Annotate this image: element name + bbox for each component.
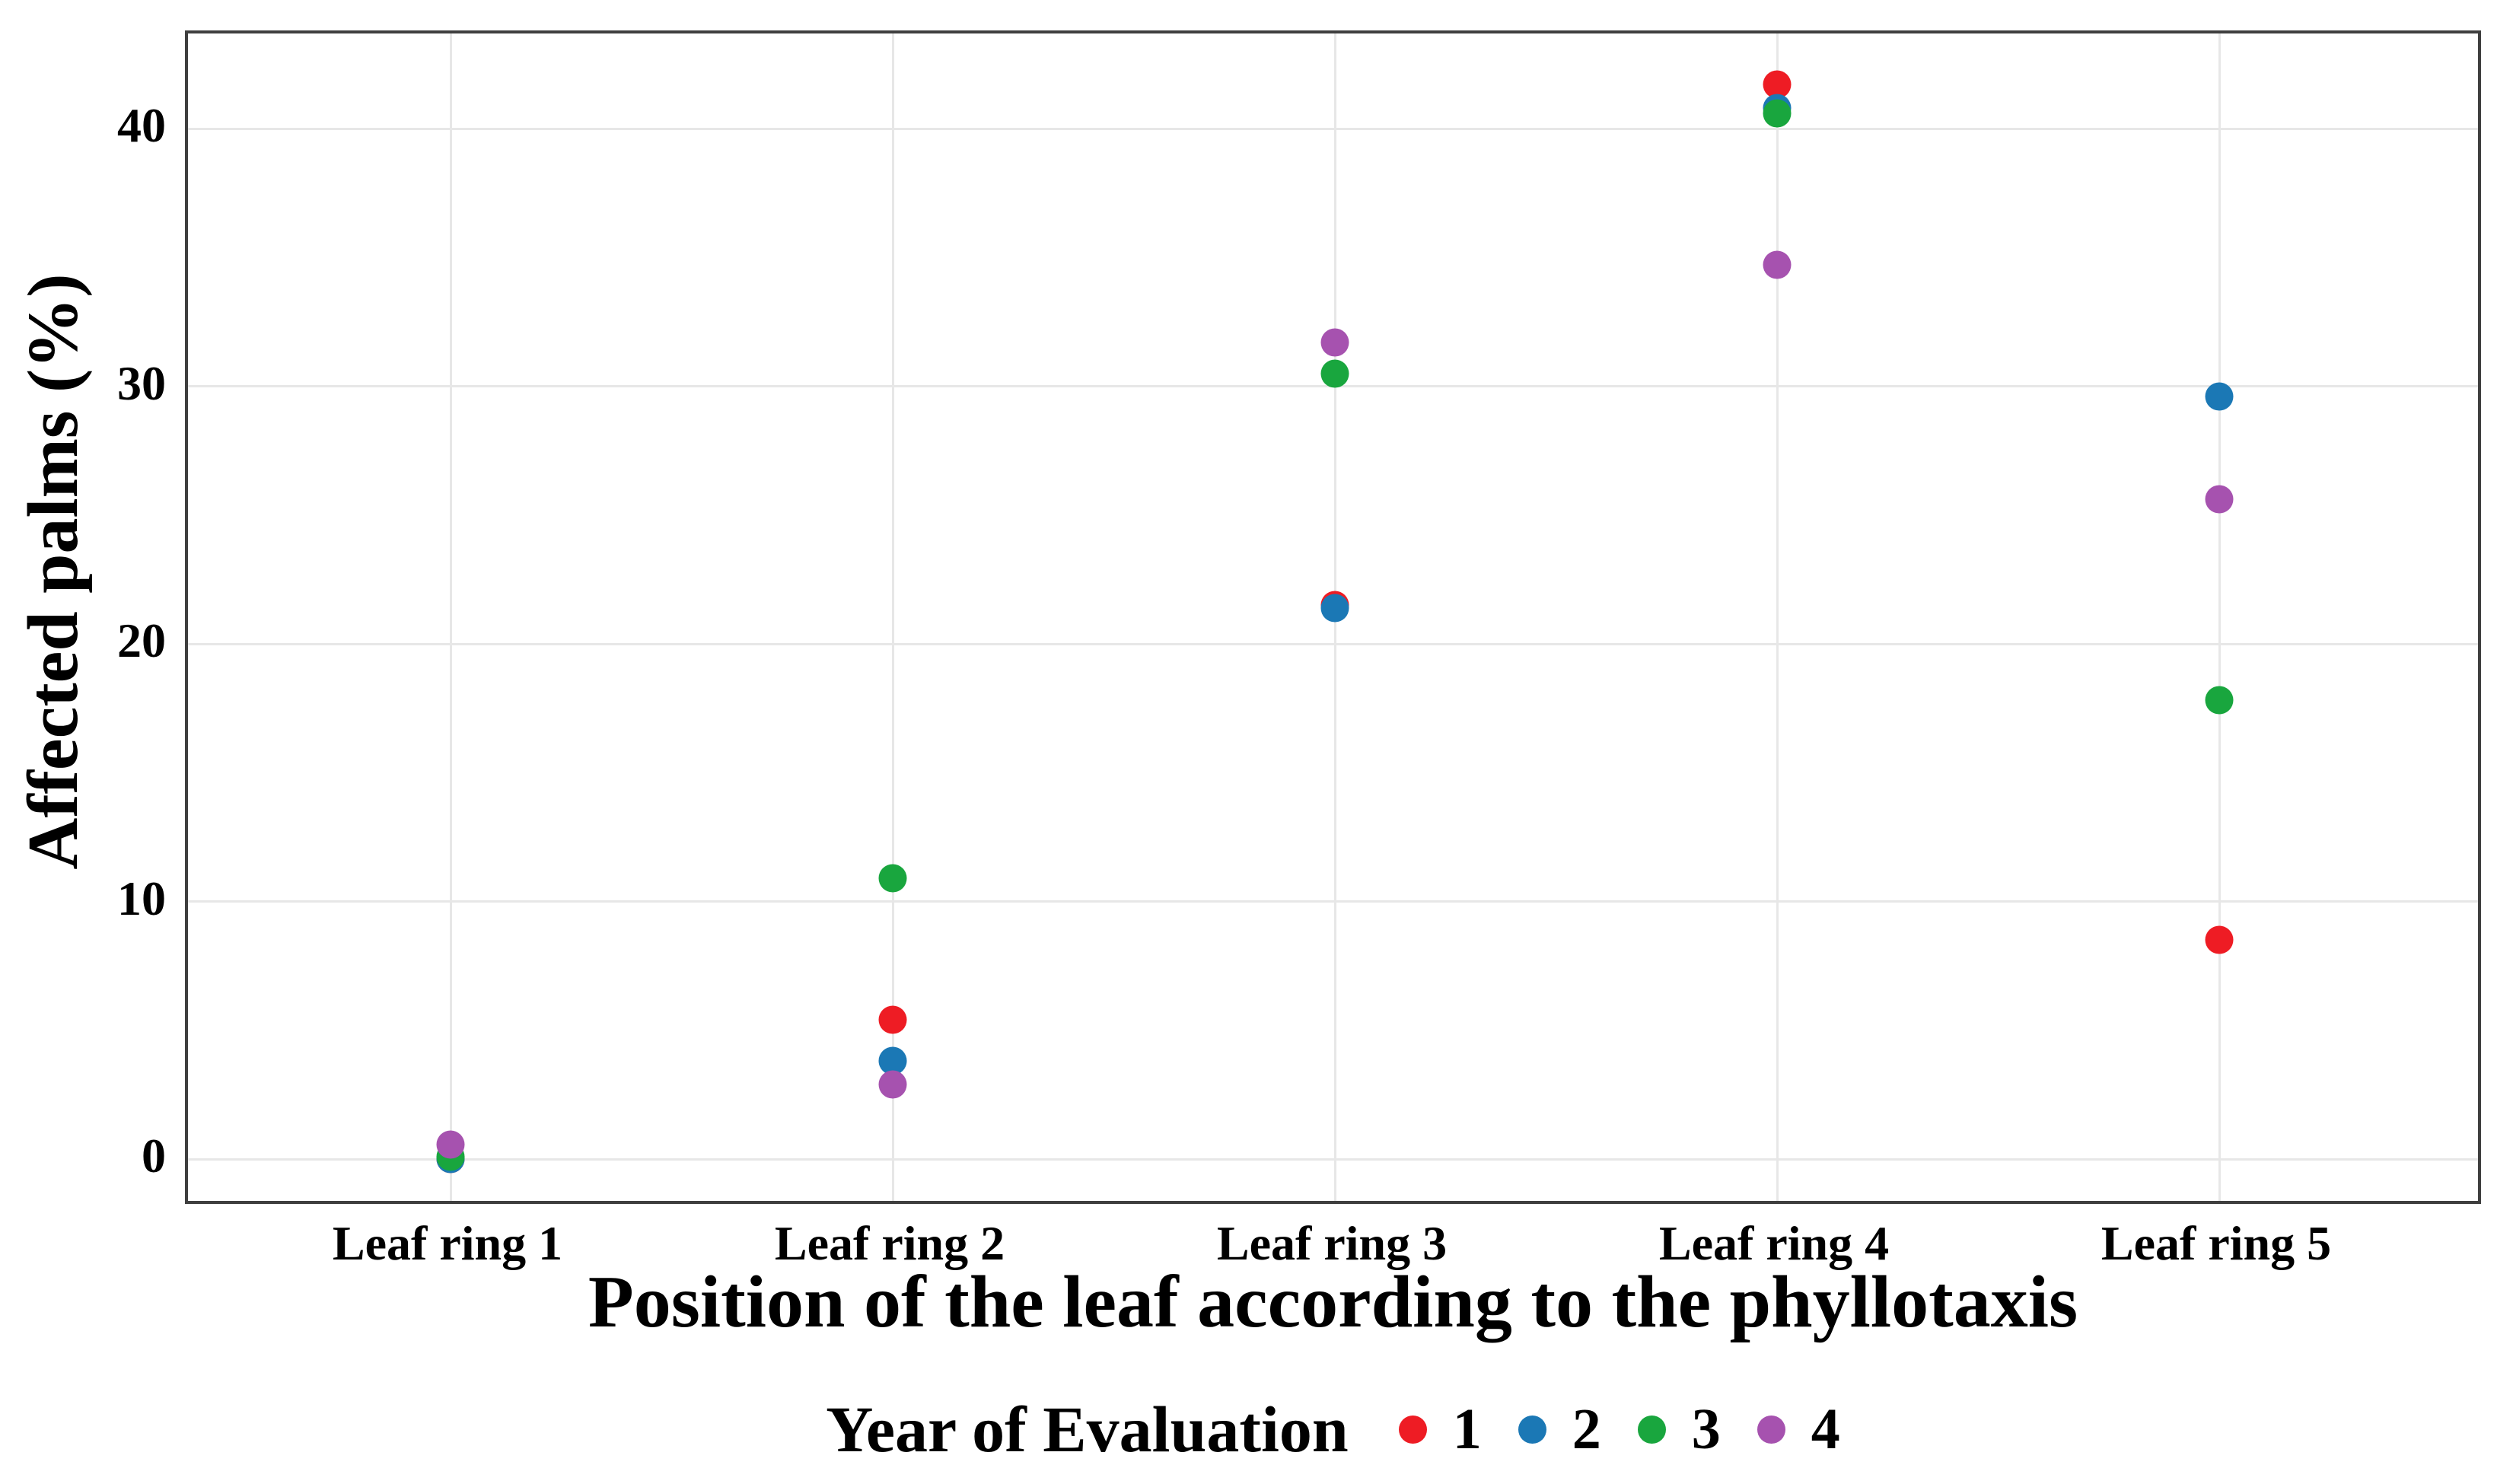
x-tick-label-ring-2: Leaf ring 2 <box>774 1216 1005 1270</box>
x-tick-label-ring-4: Leaf ring 4 <box>1658 1216 1890 1270</box>
x-tick-label-ring-3: Leaf ring 3 <box>1216 1216 1448 1270</box>
gridline-vertical-ring-2 <box>891 33 894 1201</box>
legend-item-year-3: 3 <box>1637 1397 1721 1461</box>
data-point-year2-ring3 <box>1320 594 1349 623</box>
legend-label-year-1: 1 <box>1452 1397 1482 1461</box>
data-point-year4-ring1 <box>436 1130 465 1159</box>
data-point-year4-ring5 <box>2205 485 2234 514</box>
gridline-horizontal-0 <box>188 1158 2478 1161</box>
data-point-year1-ring2 <box>878 1005 907 1034</box>
data-point-year4-ring4 <box>1763 250 1792 279</box>
plot-panel <box>185 30 2481 1204</box>
x-tick-label-ring-5: Leaf ring 5 <box>2101 1216 2332 1270</box>
legend-title: Year of Evaluation <box>826 1393 1349 1466</box>
legend-label-year-3: 3 <box>1691 1397 1721 1461</box>
data-point-year3-ring5 <box>2205 686 2234 715</box>
legend-label-year-4: 4 <box>1811 1397 1840 1461</box>
y-tick-label-0: 0 <box>142 1129 166 1183</box>
gridline-horizontal-20 <box>188 642 2478 645</box>
data-point-year1-ring5 <box>2205 925 2234 954</box>
data-point-year4-ring3 <box>1320 328 1349 357</box>
legend-dot-year-4 <box>1757 1415 1785 1444</box>
legend-items: 1 2 3 4 <box>1398 1397 1840 1461</box>
legend-label-year-2: 2 <box>1572 1397 1601 1461</box>
gridline-horizontal-10 <box>188 900 2478 903</box>
legend-item-year-4: 4 <box>1757 1400 1840 1458</box>
legend-item-year-2: 2 <box>1518 1400 1601 1458</box>
y-tick-label-20: 20 <box>117 613 166 667</box>
gridline-vertical-ring-4 <box>1776 33 1779 1201</box>
y-tick-label-30: 30 <box>117 355 166 410</box>
gridline-vertical-ring-1 <box>449 33 452 1201</box>
data-point-year3-ring4 <box>1763 99 1792 128</box>
y-tick-label-10: 10 <box>117 871 166 925</box>
gridline-horizontal-40 <box>188 127 2478 130</box>
y-axis-title: Affected palms (%) <box>14 273 93 870</box>
legend-dot-year-3 <box>1637 1415 1666 1444</box>
legend-dot-year-1 <box>1398 1415 1427 1444</box>
x-axis-title: Position of the leaf according to the ph… <box>588 1261 2078 1343</box>
x-tick-label-ring-1: Leaf ring 1 <box>332 1216 563 1270</box>
gridline-vertical-ring-5 <box>2218 33 2221 1201</box>
legend-item-year-1: 1 <box>1398 1397 1482 1461</box>
data-point-year2-ring5 <box>2205 382 2234 411</box>
data-point-year4-ring2 <box>878 1070 907 1099</box>
data-point-year3-ring2 <box>878 864 907 893</box>
legend: Year of Evaluation 1 2 3 4 <box>185 1384 2481 1475</box>
data-point-year3-ring3 <box>1320 359 1349 388</box>
y-tick-label-40: 40 <box>117 98 166 152</box>
legend-dot-year-2 <box>1518 1415 1546 1444</box>
